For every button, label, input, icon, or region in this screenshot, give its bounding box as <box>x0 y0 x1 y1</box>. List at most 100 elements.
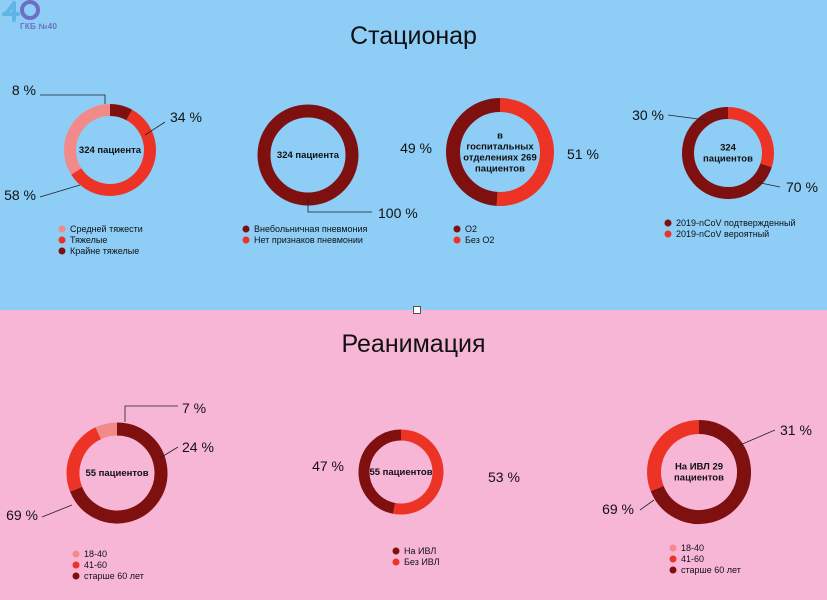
logo <box>2 0 42 29</box>
leader-line <box>124 405 178 422</box>
logo-text: ГКБ №40 <box>20 22 58 31</box>
legend-item: Тяжелые <box>70 235 107 245</box>
percent-label: 70 % <box>786 179 818 195</box>
legend-swatch <box>58 247 66 255</box>
percent-label: 24 % <box>182 439 214 455</box>
legend-swatch <box>664 230 672 238</box>
logo-mark-icon <box>2 0 40 22</box>
legend-item: старше 60 лет <box>84 571 144 581</box>
section-title-icu: Реанимация <box>341 330 486 358</box>
percent-label: 31 % <box>780 422 812 438</box>
leader-line <box>159 446 179 459</box>
percent-label: 100 % <box>378 205 418 221</box>
legend-swatch <box>669 555 677 563</box>
legend-item: 18-40 <box>84 549 107 559</box>
legend-swatch <box>72 572 80 580</box>
leader-line <box>755 181 781 188</box>
center-label: госпитальных <box>466 142 534 153</box>
leader-line <box>307 198 372 213</box>
center-label: отделениях 269 <box>463 153 537 164</box>
donut-slice <box>71 109 156 196</box>
legend-item: 41-60 <box>681 554 704 564</box>
legend-item: Без ИВЛ <box>404 557 440 567</box>
donut-chart-5: 55 пациентов 7 % 24 % 69 % 18-4041-60старше … <box>6 400 214 581</box>
donut-slice <box>393 429 444 515</box>
donut-slice <box>650 420 751 524</box>
legend-swatch <box>453 236 461 244</box>
leader-line <box>667 114 707 121</box>
legend-swatch <box>58 225 66 233</box>
legend-item: Крайне тяжелые <box>70 246 139 256</box>
donut-slice <box>95 422 118 440</box>
legend-swatch <box>664 219 672 227</box>
legend-item: Без О2 <box>465 235 494 245</box>
legend-swatch <box>392 547 400 555</box>
legend-item: Средней тяжести <box>70 224 143 234</box>
center-label: 324 пациента <box>79 145 142 156</box>
legend-swatch <box>242 236 250 244</box>
percent-label: 49 % <box>400 140 432 156</box>
center-label: 324 пациента <box>277 150 340 161</box>
percent-label: 51 % <box>567 146 599 162</box>
percent-label: 47 % <box>312 458 344 474</box>
center-label: 55 пациентов <box>369 467 432 478</box>
donut-slice <box>446 98 501 206</box>
center-label: пациентов <box>475 164 525 175</box>
donut-slice <box>358 429 402 514</box>
legend-item: Внебольничная пневмония <box>254 224 368 234</box>
leader-line <box>739 429 776 446</box>
percent-label: 53 % <box>488 469 520 485</box>
legend-swatch <box>392 558 400 566</box>
legend-item: 18-40 <box>681 543 704 553</box>
percent-label: 30 % <box>632 107 664 123</box>
center-label: 324 <box>720 143 737 154</box>
donut-chart-2: 324 пациента 100 % Внебольничная пневмония… <box>242 104 418 245</box>
leader-line <box>41 504 73 518</box>
legend-swatch <box>72 561 80 569</box>
center-label: пациентов <box>703 154 753 165</box>
legend-swatch <box>669 566 677 574</box>
legend-item: 41-60 <box>84 560 107 570</box>
legend-swatch <box>72 550 80 558</box>
leader-line <box>40 94 106 104</box>
legend-swatch <box>58 236 66 244</box>
legend-swatch <box>242 225 250 233</box>
legend-item: О2 <box>465 224 477 234</box>
legend-item: На ИВЛ <box>404 546 436 556</box>
center-label: в <box>497 131 503 142</box>
donut-slice <box>109 104 133 121</box>
resize-handle[interactable] <box>413 306 421 314</box>
section-title-hospital: Стационар <box>350 22 477 50</box>
donut-slice <box>682 107 772 199</box>
icu-section <box>0 310 827 600</box>
percent-label: 8 % <box>12 82 36 98</box>
donut-slice <box>647 420 700 492</box>
percent-label: 69 % <box>602 501 634 517</box>
donut-slice <box>70 422 168 524</box>
leader-line <box>639 499 655 511</box>
legend-item: 2019-nCoV вероятный <box>676 229 769 239</box>
donut-slice <box>64 104 111 175</box>
percent-label: 69 % <box>6 507 38 523</box>
donut-slice <box>66 427 102 492</box>
donut-slice <box>496 98 554 206</box>
center-label: 55 пациентов <box>85 468 148 479</box>
legend-item: 2019-nCoV подтвержденный <box>676 218 796 228</box>
donut-chart-1: 324 пациента 34 % 58 % 8 % Средней тяжестиТя… <box>4 82 202 256</box>
legend-item: старше 60 лет <box>681 565 741 575</box>
legend-item: Нет признаков пневмонии <box>254 235 363 245</box>
donut-slice <box>727 107 774 168</box>
legend-swatch <box>453 225 461 233</box>
percent-label: 58 % <box>4 187 36 203</box>
percent-label: 34 % <box>170 109 202 125</box>
leader-line <box>39 184 81 198</box>
center-label: пациентов <box>674 473 724 484</box>
legend-swatch <box>669 544 677 552</box>
leader-line <box>144 121 166 136</box>
